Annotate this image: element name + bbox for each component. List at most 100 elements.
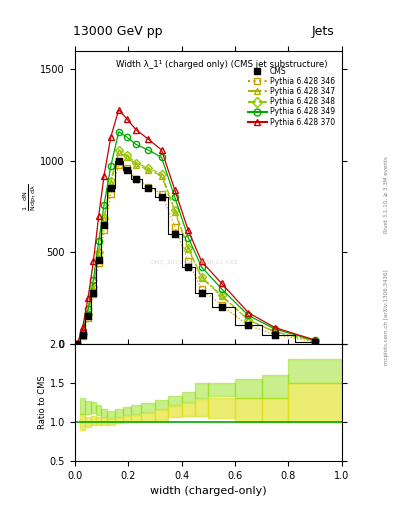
Line: Pythia 6.428 346: Pythia 6.428 346 <box>74 161 318 347</box>
Pythia 6.428 370 <box>108 134 113 140</box>
Pythia 6.428 346 <box>146 183 151 189</box>
Pythia 6.428 347 <box>246 317 251 323</box>
Text: 13000 GeV pp: 13000 GeV pp <box>73 26 163 38</box>
Pythia 6.428 346 <box>273 332 277 338</box>
Pythia 6.428 349 <box>146 147 151 153</box>
Point <box>95 255 102 264</box>
Pythia 6.428 349 <box>173 195 177 201</box>
Pythia 6.428 370 <box>75 340 80 347</box>
Point <box>79 331 86 339</box>
Point <box>219 303 225 311</box>
Pythia 6.428 370 <box>96 212 101 219</box>
Pythia 6.428 347 <box>91 286 96 292</box>
Pythia 6.428 370 <box>246 310 251 316</box>
Pythia 6.428 348 <box>173 207 177 214</box>
Point <box>90 288 97 296</box>
Pythia 6.428 347 <box>96 251 101 257</box>
Pythia 6.428 349 <box>75 340 80 347</box>
Pythia 6.428 347 <box>108 180 113 186</box>
Text: CMS_2021_PAS_SMP-21-XXX: CMS_2021_PAS_SMP-21-XXX <box>151 259 239 265</box>
Text: mcplots.cern.ch [arXiv:1306.3436]: mcplots.cern.ch [arXiv:1306.3436] <box>384 270 389 365</box>
Point <box>185 263 191 271</box>
Point <box>145 184 151 193</box>
Text: Rivet 3.1.10, ≥ 3.3M events: Rivet 3.1.10, ≥ 3.3M events <box>384 156 389 233</box>
Pythia 6.428 347 <box>75 340 80 347</box>
Pythia 6.428 346 <box>313 339 318 345</box>
Pythia 6.428 347 <box>134 161 138 167</box>
Pythia 6.428 346 <box>116 161 121 167</box>
Point <box>133 175 139 183</box>
Pythia 6.428 347 <box>199 275 204 281</box>
Pythia 6.428 346 <box>108 191 113 197</box>
Pythia 6.428 349 <box>273 326 277 332</box>
Point <box>198 288 205 296</box>
Pythia 6.428 347 <box>80 331 85 337</box>
Pythia 6.428 348 <box>80 331 85 337</box>
Text: Jets: Jets <box>311 26 334 38</box>
Pythia 6.428 346 <box>134 176 138 182</box>
Pythia 6.428 346 <box>86 315 90 321</box>
Pythia 6.428 347 <box>116 148 121 155</box>
Pythia 6.428 347 <box>86 311 90 317</box>
Pythia 6.428 370 <box>102 173 107 179</box>
Pythia 6.428 346 <box>199 286 204 292</box>
Line: Pythia 6.428 347: Pythia 6.428 347 <box>74 148 318 347</box>
Pythia 6.428 348 <box>146 165 151 172</box>
Pythia 6.428 347 <box>173 209 177 215</box>
Pythia 6.428 348 <box>186 245 191 251</box>
Pythia 6.428 370 <box>219 281 224 287</box>
Pythia 6.428 370 <box>80 324 85 330</box>
Pythia 6.428 346 <box>102 227 107 233</box>
Pythia 6.428 370 <box>116 106 121 113</box>
Pythia 6.428 346 <box>91 291 96 297</box>
Pythia 6.428 349 <box>246 312 251 318</box>
Pythia 6.428 348 <box>96 249 101 255</box>
Point <box>272 331 278 339</box>
Pythia 6.428 346 <box>246 323 251 329</box>
Text: Width λ_1¹ (charged only) (CMS jet substructure): Width λ_1¹ (charged only) (CMS jet subst… <box>116 60 327 69</box>
Pythia 6.428 346 <box>159 191 164 197</box>
Pythia 6.428 370 <box>186 227 191 233</box>
Pythia 6.428 370 <box>86 295 90 301</box>
Pythia 6.428 370 <box>159 147 164 153</box>
Pythia 6.428 348 <box>159 170 164 177</box>
Pythia 6.428 370 <box>91 259 96 265</box>
Pythia 6.428 349 <box>102 202 107 208</box>
Pythia 6.428 347 <box>102 217 107 223</box>
Pythia 6.428 348 <box>246 317 251 323</box>
Pythia 6.428 349 <box>91 276 96 283</box>
Pythia 6.428 348 <box>91 284 96 290</box>
Y-axis label: Ratio to CMS: Ratio to CMS <box>38 375 47 429</box>
Point <box>312 338 318 346</box>
Point <box>124 166 130 174</box>
Pythia 6.428 370 <box>146 136 151 142</box>
Pythia 6.428 348 <box>75 340 80 347</box>
Pythia 6.428 347 <box>125 154 129 160</box>
Pythia 6.428 349 <box>159 154 164 160</box>
Pythia 6.428 346 <box>80 332 85 338</box>
Point <box>108 184 114 193</box>
Line: Pythia 6.428 348: Pythia 6.428 348 <box>74 147 318 347</box>
Pythia 6.428 348 <box>199 274 204 280</box>
Pythia 6.428 346 <box>219 302 224 308</box>
Pythia 6.428 346 <box>186 259 191 265</box>
Pythia 6.428 347 <box>219 293 224 300</box>
Pythia 6.428 349 <box>199 264 204 270</box>
Point <box>158 194 165 202</box>
Pythia 6.428 348 <box>273 329 277 335</box>
Pythia 6.428 349 <box>134 141 138 147</box>
Pythia 6.428 348 <box>116 147 121 153</box>
Pythia 6.428 347 <box>146 167 151 173</box>
Pythia 6.428 349 <box>313 337 318 344</box>
Pythia 6.428 370 <box>313 337 318 343</box>
Pythia 6.428 349 <box>80 329 85 335</box>
Pythia 6.428 349 <box>125 134 129 140</box>
Pythia 6.428 348 <box>86 310 90 316</box>
Pythia 6.428 370 <box>134 127 138 133</box>
Pythia 6.428 370 <box>173 187 177 193</box>
Y-axis label: $\mathrm{\frac{1}{N}\frac{dN}{dp_T\,d\lambda}}$: $\mathrm{\frac{1}{N}\frac{dN}{dp_T\,d\la… <box>22 184 39 211</box>
Point <box>116 157 122 165</box>
Pythia 6.428 348 <box>108 178 113 184</box>
Pythia 6.428 348 <box>134 160 138 166</box>
Pythia 6.428 370 <box>125 116 129 122</box>
